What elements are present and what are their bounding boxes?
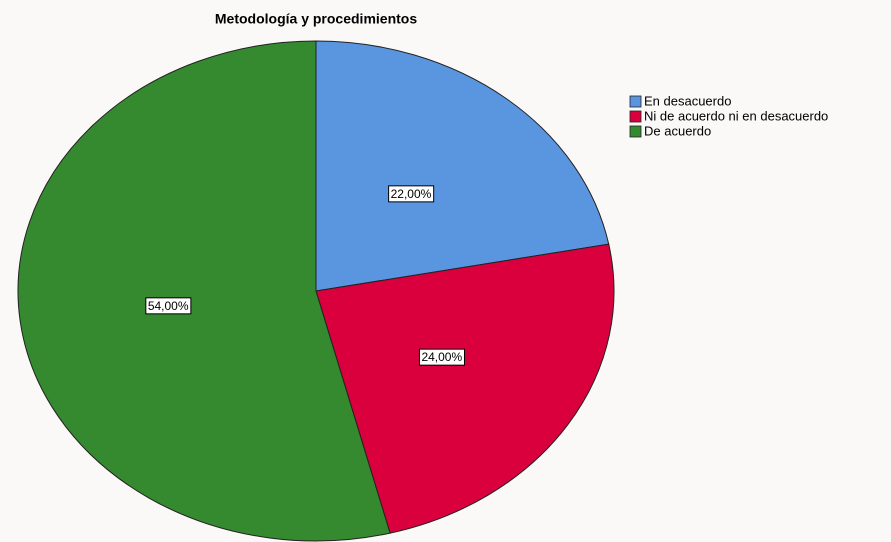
legend-swatch xyxy=(629,110,642,123)
data-label: 54,00% xyxy=(148,299,189,313)
legend-label: Ni de acuerdo ni en desacuerdo xyxy=(644,108,828,123)
pie-slice xyxy=(315,243,615,534)
label-box xyxy=(145,297,192,315)
legend-label: De acuerdo xyxy=(644,123,711,138)
data-label: 24,00% xyxy=(421,350,462,364)
legend-swatch xyxy=(629,95,642,108)
pie-slice xyxy=(315,40,610,292)
data-label: 22,00% xyxy=(391,187,432,201)
label-box xyxy=(388,185,435,203)
label-box xyxy=(418,348,465,366)
legend-label: En desacuerdo xyxy=(644,93,731,108)
legend-swatch xyxy=(629,125,642,138)
pie-slice xyxy=(17,40,391,542)
chart-title: Metodología y procedimientos xyxy=(215,11,417,27)
